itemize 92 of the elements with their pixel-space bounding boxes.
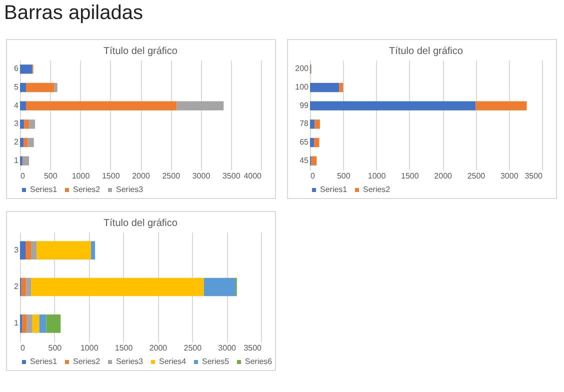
x-tick-label: 2000 — [132, 172, 150, 180]
bar — [310, 138, 314, 148]
bar — [54, 82, 58, 92]
x-tick-label: 500 — [44, 172, 58, 180]
x-tick-label: 3000 — [500, 172, 519, 180]
bar — [22, 314, 27, 333]
bar — [31, 278, 204, 296]
bar — [311, 156, 317, 166]
text: Barras apiladas — [4, 2, 143, 25]
x-tick-label: 0 — [20, 172, 26, 180]
x-tick-label: 3500 — [244, 344, 262, 352]
legend-label: Series2 — [73, 357, 101, 366]
x-tick-label: 1000 — [80, 344, 99, 352]
x-tick-label: 2000 — [434, 172, 453, 180]
x-tick-label: 2500 — [467, 172, 486, 180]
x-tick-label: 0 — [310, 172, 316, 180]
y-tick-label: 65 — [300, 138, 310, 146]
legend-label: Series1 — [30, 185, 58, 194]
x-tick-label: 1500 — [102, 172, 120, 180]
x-tick-label: 3500 — [222, 172, 241, 180]
bar — [28, 138, 34, 148]
bar — [20, 101, 26, 110]
chart-title: Título del gráfico — [104, 218, 178, 229]
y-tick-label: 45 — [300, 156, 310, 165]
y-tick-label: 100 — [295, 82, 310, 92]
bar — [26, 241, 32, 260]
y-tick-label: 1 — [14, 156, 20, 165]
bar — [314, 138, 320, 148]
legend-label: Series2 — [73, 185, 101, 194]
y-tick-label: 99 — [300, 100, 310, 110]
bar — [176, 101, 224, 110]
bar — [20, 64, 32, 74]
bar — [20, 120, 24, 129]
bar — [39, 314, 46, 333]
bar — [26, 278, 32, 296]
y-tick-label: 2 — [14, 282, 20, 291]
bar — [24, 120, 30, 129]
legend-label: Series1 — [320, 185, 348, 194]
bar — [204, 278, 236, 296]
y-tick-label: 3 — [14, 245, 20, 254]
legend-label: Series5 — [202, 357, 230, 366]
bar — [26, 314, 32, 333]
y-tick-label: 78 — [300, 119, 310, 128]
bar — [31, 241, 37, 260]
bar — [20, 138, 24, 148]
bar — [20, 241, 26, 260]
legend-label: Series4 — [159, 357, 187, 366]
x-tick-label: 3000 — [218, 344, 237, 352]
bar — [26, 101, 177, 110]
bar — [310, 82, 340, 92]
x-tick-label: 2500 — [162, 172, 181, 180]
bar — [476, 101, 527, 110]
bar — [339, 82, 344, 92]
x-tick-label: 3000 — [192, 172, 211, 180]
y-tick-label: 3 — [14, 119, 20, 128]
bar — [314, 120, 320, 129]
x-tick-label: 0 — [20, 344, 26, 352]
bar — [29, 120, 36, 129]
bar — [90, 241, 96, 260]
bar — [32, 314, 40, 333]
x-tick-label: 500 — [48, 344, 62, 352]
legend-label: Series1 — [30, 357, 58, 366]
y-tick-label: 1 — [14, 318, 20, 328]
x-tick-label: 1500 — [401, 172, 420, 180]
x-tick-label: 1000 — [368, 172, 386, 180]
x-tick-label: 2500 — [184, 344, 202, 352]
legend-label: Series2 — [363, 185, 391, 194]
bar — [310, 120, 315, 129]
x-tick-label: 500 — [336, 172, 351, 180]
x-tick-label: 2000 — [149, 344, 168, 352]
bar — [20, 82, 26, 92]
legend-label: Series3 — [116, 357, 144, 366]
x-tick-label: 3500 — [524, 172, 544, 180]
bar — [36, 241, 91, 260]
chart-title: Título del gráfico — [104, 46, 178, 57]
y-tick-label: 200 — [295, 64, 310, 74]
y-tick-label: 6 — [14, 64, 20, 74]
bar — [310, 101, 476, 110]
x-tick-label: 4000 — [244, 172, 262, 180]
x-tick-label: 1500 — [114, 344, 134, 352]
bar — [46, 314, 61, 333]
bar — [24, 138, 28, 148]
legend-label: Series3 — [116, 185, 144, 194]
bar — [26, 82, 54, 92]
y-tick-label: 4 — [14, 100, 20, 110]
legend-label: Series6 — [245, 357, 273, 366]
y-tick-label: 2 — [14, 138, 20, 146]
x-tick-label: 1000 — [72, 172, 90, 180]
y-tick-label: 5 — [14, 82, 20, 92]
chart-title: Título del gráfico — [389, 46, 464, 57]
bar — [23, 156, 30, 166]
bar — [21, 278, 26, 296]
